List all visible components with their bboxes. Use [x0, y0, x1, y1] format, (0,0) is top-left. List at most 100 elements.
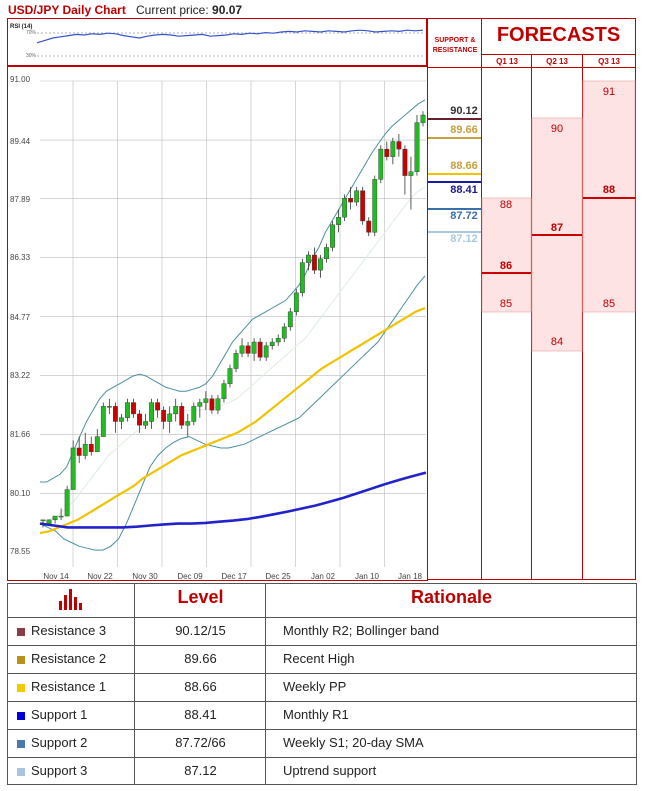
- level-value: 88.66: [450, 160, 478, 172]
- candle: [64, 485, 70, 517]
- candle: [336, 209, 341, 233]
- table-row: Resistance 2: [17, 651, 106, 666]
- rsi-tick-70: 70%: [26, 30, 37, 36]
- x-tick: Dec 25: [265, 572, 291, 581]
- candle: [58, 508, 64, 520]
- candle: [155, 398, 161, 418]
- forecast-q2-mid: 87: [550, 222, 564, 234]
- indicator-line: [39, 306, 426, 535]
- quarter-label: Q1 13: [496, 57, 518, 66]
- table-row: Resistance 1: [17, 679, 106, 694]
- support-resistance-header: SUPPORT & RESISTANCE: [432, 37, 478, 54]
- candle: [354, 186, 360, 206]
- row-name: Resistance 3: [31, 623, 107, 638]
- candle: [149, 398, 154, 430]
- candle: [384, 141, 390, 161]
- row-level: 88.66: [184, 679, 217, 694]
- candle: [312, 247, 317, 274]
- rsi-panel: [7, 18, 427, 66]
- row-level: 87.72/66: [175, 735, 226, 750]
- row-rationale: Uptrend support: [283, 763, 377, 778]
- candle: [263, 342, 269, 361]
- candle: [257, 338, 263, 361]
- row-name: Support 2: [31, 735, 88, 750]
- current-price: Current price: 90.07: [136, 3, 242, 17]
- quarter-label: Q2 13: [546, 57, 568, 66]
- y-tick: 78.55: [10, 547, 31, 556]
- indicator-line: [39, 471, 427, 529]
- row-name: Support 3: [31, 763, 88, 778]
- row-level: 89.66: [184, 651, 217, 666]
- swatch: [17, 683, 25, 692]
- candle: [100, 402, 106, 437]
- forecast-q3-mid: 88: [602, 184, 616, 196]
- candle: [245, 342, 251, 358]
- candle: [366, 217, 372, 237]
- candle: [420, 111, 426, 127]
- swatch: [17, 627, 25, 636]
- row-rationale: Monthly R1: [283, 707, 349, 722]
- rsi-tick-30: 30%: [26, 53, 37, 59]
- rsi-label: RSI (14): [10, 24, 33, 30]
- forecast-q1-mid: 86: [499, 260, 513, 272]
- candle: [112, 402, 118, 433]
- candle: [70, 440, 76, 490]
- candle: [125, 398, 130, 422]
- table-row: Resistance 3: [17, 623, 106, 638]
- candle: [106, 398, 112, 414]
- candle: [46, 519, 52, 524]
- candle: [348, 186, 354, 210]
- indicator-line: [39, 186, 426, 525]
- candle: [269, 338, 275, 350]
- row-name: Support 1: [31, 707, 88, 722]
- bar-chart-icon: [59, 589, 82, 610]
- row-name: Resistance 1: [31, 679, 107, 694]
- row-level: 90.12/15: [175, 623, 226, 638]
- candle: [408, 156, 414, 210]
- row-rationale: Weekly S1; 20-day SMA: [283, 735, 424, 750]
- candle: [390, 137, 396, 165]
- y-tick: 87.89: [10, 195, 31, 204]
- indicator-line: [39, 275, 426, 551]
- candle: [360, 186, 366, 225]
- candle: [233, 349, 239, 373]
- chart-title: USD/JPY Daily Chart: [8, 3, 126, 17]
- candle: [88, 436, 94, 456]
- forecast-panel: [427, 18, 636, 580]
- forecast-q3-high: 91: [602, 86, 616, 98]
- candle: [396, 133, 402, 157]
- candle: [185, 413, 191, 437]
- x-tick: Jan 10: [354, 572, 380, 581]
- x-tick: Dec 17: [221, 572, 247, 581]
- row-name: Resistance 2: [31, 651, 107, 666]
- candle: [275, 334, 281, 346]
- candle: [299, 258, 305, 297]
- candle: [209, 395, 215, 414]
- candle: [203, 391, 209, 411]
- table-header-level: Level: [177, 587, 224, 607]
- candle: [76, 436, 82, 464]
- row-rationale: Weekly PP: [283, 679, 347, 694]
- candle: [143, 413, 148, 430]
- candle: [215, 395, 221, 414]
- swatch: [17, 655, 25, 664]
- level-value: 90.12: [450, 105, 478, 117]
- y-tick: 81.66: [10, 430, 31, 439]
- candle: [179, 402, 185, 430]
- current-price-label: Current price:: [136, 3, 209, 17]
- forecast-q2-high: 90: [550, 123, 564, 135]
- row-level: 88.41: [184, 707, 217, 722]
- table-row: Support 3: [17, 763, 87, 778]
- level-value: 87.72: [450, 210, 478, 222]
- candle: [402, 145, 408, 195]
- y-tick: 80.10: [10, 489, 31, 498]
- current-price-value: 90.07: [212, 3, 243, 17]
- table-row: Support 1: [17, 707, 87, 722]
- candle: [94, 429, 100, 452]
- swatch: [17, 711, 25, 720]
- quarter-label: Q3 13: [598, 57, 620, 66]
- forecast-q1-high: 88: [499, 199, 513, 211]
- candle: [287, 307, 293, 331]
- table-header-rationale: Rationale: [410, 587, 493, 607]
